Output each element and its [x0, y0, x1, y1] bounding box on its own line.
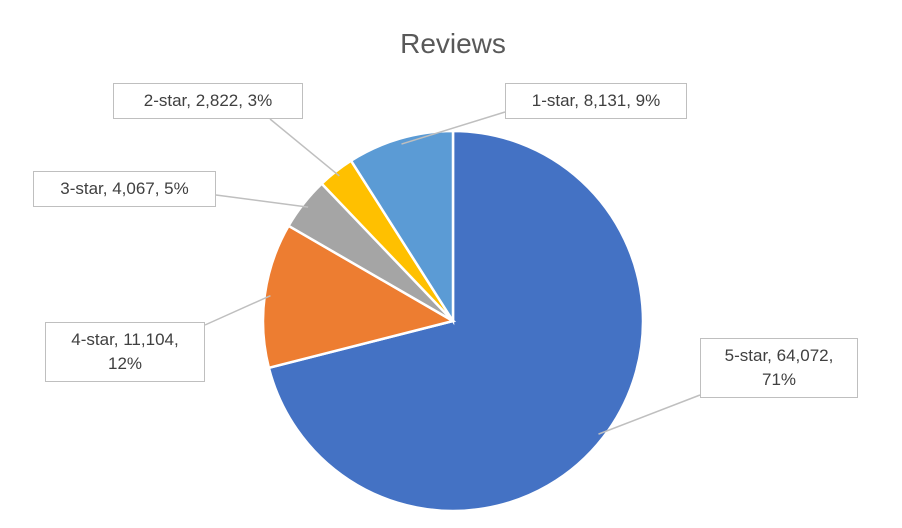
data-label: 5-star, 64,072, 71% — [700, 338, 858, 398]
leader-line — [401, 111, 506, 145]
leader-line — [598, 394, 701, 435]
pie-slice — [349, 129, 455, 326]
pie-slice — [261, 224, 457, 370]
data-label: 3-star, 4,067, 5% — [33, 171, 216, 207]
data-label: 2-star, 2,822, 3% — [113, 83, 303, 119]
leader-line — [215, 194, 309, 208]
data-label: 4-star, 11,104, 12% — [45, 322, 205, 382]
leader-line — [269, 118, 340, 177]
leader-line — [204, 295, 271, 326]
chart-title: Reviews — [400, 28, 506, 59]
data-label: 1-star, 8,131, 9% — [505, 83, 687, 119]
pie-slice — [267, 129, 645, 513]
